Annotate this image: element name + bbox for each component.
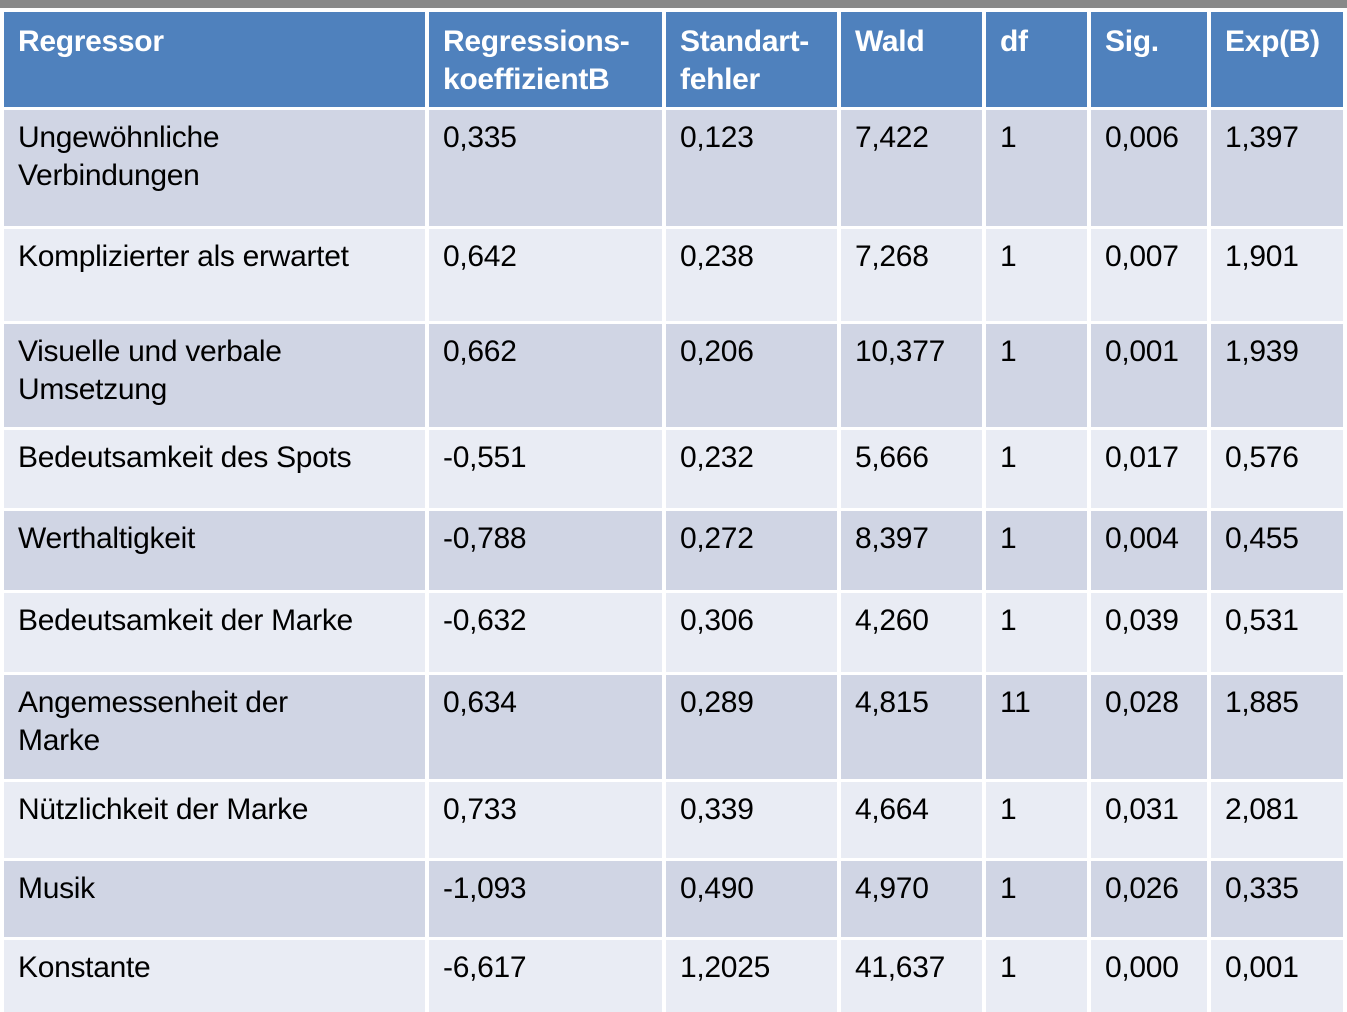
cell-wald: 8,397 [841,511,986,593]
cell-regressor: Komplizierter als erwartet [4,229,429,324]
cell-wald: 7,422 [841,110,986,229]
cell-sig: 0,039 [1091,593,1211,675]
cell-koeffizient-b: -0,788 [429,511,666,593]
cell-koeffizient-b: 0,335 [429,110,666,229]
cell-df: 11 [986,675,1091,782]
cell-regressor: Angemessenheit der Marke [4,675,429,782]
cell-koeffizient-b: 0,642 [429,229,666,324]
cell-regressor: Werthaltigkeit [4,511,429,593]
cell-regressor: Nützlichkeit der Marke [4,782,429,861]
cell-sig: 0,001 [1091,324,1211,430]
cell-sig: 0,026 [1091,861,1211,940]
cell-sig: 0,004 [1091,511,1211,593]
cell-sig: 0,028 [1091,675,1211,782]
cell-exp-b: 1,939 [1211,324,1347,430]
cell-exp-b: 2,081 [1211,782,1347,861]
cell-df: 1 [986,430,1091,511]
cell-regressor: Musik [4,861,429,940]
cell-df: 1 [986,782,1091,861]
cell-sig: 0,031 [1091,782,1211,861]
table-row: Musik -1,093 0,490 4,970 1 0,026 0,335 [4,861,1347,940]
cell-regressor: Konstante [4,940,429,1012]
table-row: Bedeutsamkeit der Marke -0,632 0,306 4,2… [4,593,1347,675]
regression-results-table: Regressor Regressions- koeffizientB Stan… [4,12,1347,1012]
cell-exp-b: 0,531 [1211,593,1347,675]
cell-df: 1 [986,110,1091,229]
cell-wald: 4,664 [841,782,986,861]
column-header-standardfehler: Standart- fehler [666,12,841,110]
cell-wald: 4,970 [841,861,986,940]
table-row: Visuelle und verbale Umsetzung 0,662 0,2… [4,324,1347,430]
cell-standardfehler: 0,272 [666,511,841,593]
cell-sig: 0,006 [1091,110,1211,229]
cell-exp-b: 0,576 [1211,430,1347,511]
cell-df: 1 [986,324,1091,430]
cell-regressor: Bedeutsamkeit des Spots [4,430,429,511]
table-row: Nützlichkeit der Marke 0,733 0,339 4,664… [4,782,1347,861]
cell-koeffizient-b: -0,551 [429,430,666,511]
cell-koeffizient-b: -0,632 [429,593,666,675]
cell-wald: 4,815 [841,675,986,782]
cell-standardfehler: 0,306 [666,593,841,675]
cell-wald: 41,637 [841,940,986,1012]
cell-standardfehler: 0,490 [666,861,841,940]
table-row: Komplizierter als erwartet 0,642 0,238 7… [4,229,1347,324]
cell-standardfehler: 0,339 [666,782,841,861]
cell-sig: 0,017 [1091,430,1211,511]
cell-wald: 10,377 [841,324,986,430]
cell-koeffizient-b: -6,617 [429,940,666,1012]
cell-df: 1 [986,861,1091,940]
column-header-koeffizient-b: Regressions- koeffizientB [429,12,666,110]
regression-table-container: Regressor Regressions- koeffizientB Stan… [0,8,1347,1012]
cell-exp-b: 1,901 [1211,229,1347,324]
table-row: Bedeutsamkeit des Spots -0,551 0,232 5,6… [4,430,1347,511]
cell-regressor: Visuelle und verbale Umsetzung [4,324,429,430]
cell-df: 1 [986,593,1091,675]
cell-wald: 5,666 [841,430,986,511]
cell-standardfehler: 0,206 [666,324,841,430]
cell-sig: 0,007 [1091,229,1211,324]
cell-wald: 7,268 [841,229,986,324]
cell-regressor: Bedeutsamkeit der Marke [4,593,429,675]
cell-koeffizient-b: 0,662 [429,324,666,430]
cell-exp-b: 0,455 [1211,511,1347,593]
cell-exp-b: 0,001 [1211,940,1347,1012]
header-row: Regressor Regressions- koeffizientB Stan… [4,12,1347,110]
cell-df: 1 [986,229,1091,324]
cell-koeffizient-b: 0,634 [429,675,666,782]
table-row: Ungewöhnliche Verbindungen 0,335 0,123 7… [4,110,1347,229]
cell-exp-b: 1,885 [1211,675,1347,782]
column-header-df: df [986,12,1091,110]
column-header-sig: Sig. [1091,12,1211,110]
table-row: Konstante -6,617 1,2025 41,637 1 0,000 0… [4,940,1347,1012]
cell-exp-b: 0,335 [1211,861,1347,940]
cell-df: 1 [986,940,1091,1012]
cell-exp-b: 1,397 [1211,110,1347,229]
table-row: Angemessenheit der Marke 0,634 0,289 4,8… [4,675,1347,782]
column-header-wald: Wald [841,12,986,110]
table-row: Werthaltigkeit -0,788 0,272 8,397 1 0,00… [4,511,1347,593]
cell-standardfehler: 0,289 [666,675,841,782]
cell-standardfehler: 0,123 [666,110,841,229]
cell-koeffizient-b: -1,093 [429,861,666,940]
column-header-exp-b: Exp(B) [1211,12,1347,110]
top-gray-bar [0,0,1347,8]
cell-regressor: Ungewöhnliche Verbindungen [4,110,429,229]
column-header-regressor: Regressor [4,12,429,110]
cell-wald: 4,260 [841,593,986,675]
cell-sig: 0,000 [1091,940,1211,1012]
cell-standardfehler: 0,238 [666,229,841,324]
cell-standardfehler: 0,232 [666,430,841,511]
cell-df: 1 [986,511,1091,593]
cell-koeffizient-b: 0,733 [429,782,666,861]
cell-standardfehler: 1,2025 [666,940,841,1012]
